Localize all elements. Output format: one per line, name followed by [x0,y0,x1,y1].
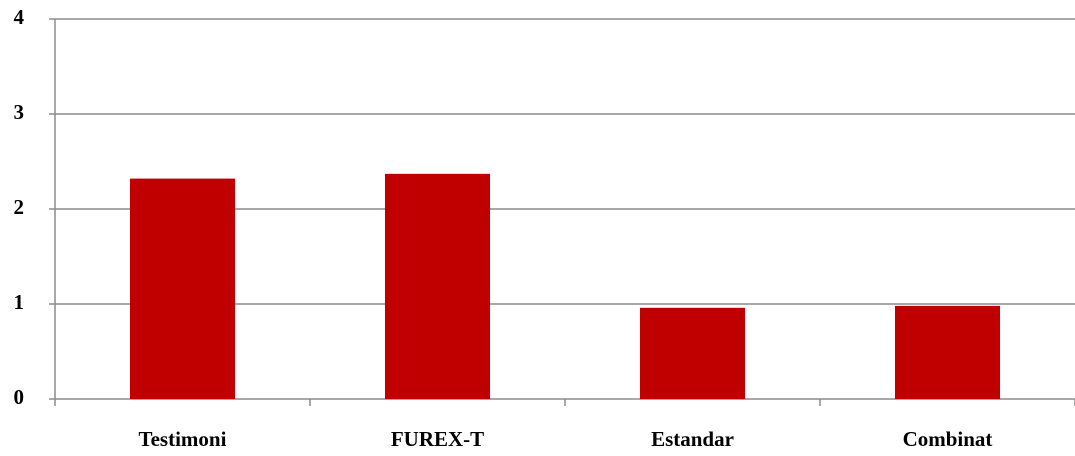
y-tick-label: 4 [14,5,25,29]
x-tick-label: FUREX-T [391,427,484,451]
y-tick-label: 3 [14,100,25,124]
x-tick-label: Testimoni [139,427,227,451]
bar [129,178,236,399]
bar [894,305,1001,399]
y-tick-label: 1 [14,290,25,314]
bar [639,307,746,399]
x-tick-label: Combinat [903,427,993,451]
y-tick-label: 0 [14,385,25,409]
bar [384,173,491,399]
x-tick-label: Estandar [651,427,734,451]
y-tick-label: 2 [14,195,25,219]
